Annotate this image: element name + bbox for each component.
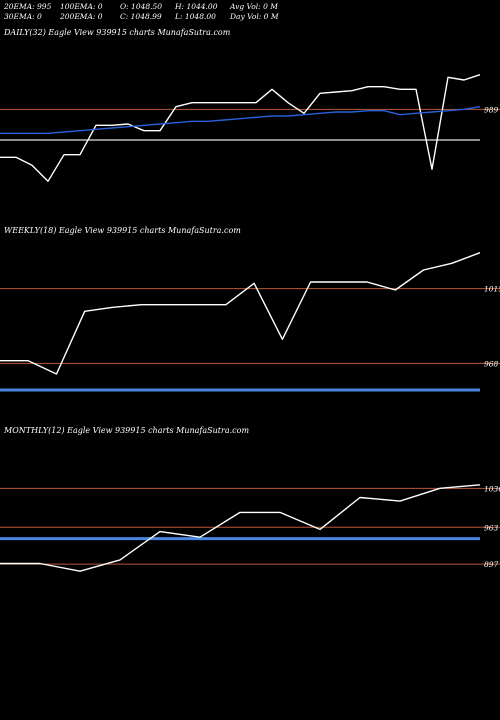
weekly-panel-title: WEEKLY(18) Eagle View 939915 charts Muna… <box>4 226 241 235</box>
close-label: C: 1048.99 <box>120 12 162 21</box>
daily-price-line <box>0 74 481 183</box>
low-label: L: 1048.00 <box>175 12 216 21</box>
ema20-label: 20EMA: 995 <box>4 2 52 11</box>
ema100-label: 100EMA: 0 <box>60 2 103 11</box>
daily-panel-title: DAILY(32) Eagle View 939915 charts Munaf… <box>4 28 231 37</box>
daily-level-label-0: 989 <box>484 105 499 114</box>
open-label: O: 1048.50 <box>120 2 163 11</box>
monthly-panel-title: MONTHLY(12) Eagle View 939915 charts Mun… <box>4 426 250 435</box>
weekly-level-label-1: 968 <box>484 359 499 368</box>
monthly-price-line <box>0 484 481 572</box>
avg-vol-label: Avg Vol: 0 M <box>230 2 278 11</box>
high-label: H: 1044.00 <box>175 2 218 11</box>
monthly-level-label-0: 1036 <box>484 484 500 493</box>
day-vol-label: Day Vol: 0 M <box>230 12 279 21</box>
ema200-label: 200EMA: 0 <box>60 12 103 21</box>
ema30-label: 30EMA: 0 <box>4 12 42 21</box>
daily-ema-line <box>0 106 481 135</box>
weekly-price-line <box>0 252 481 375</box>
weekly-level-label-0: 1015 <box>484 285 500 294</box>
monthly-level-label-1: 963 <box>484 523 499 532</box>
monthly-level-label-2: 897 <box>484 560 499 569</box>
